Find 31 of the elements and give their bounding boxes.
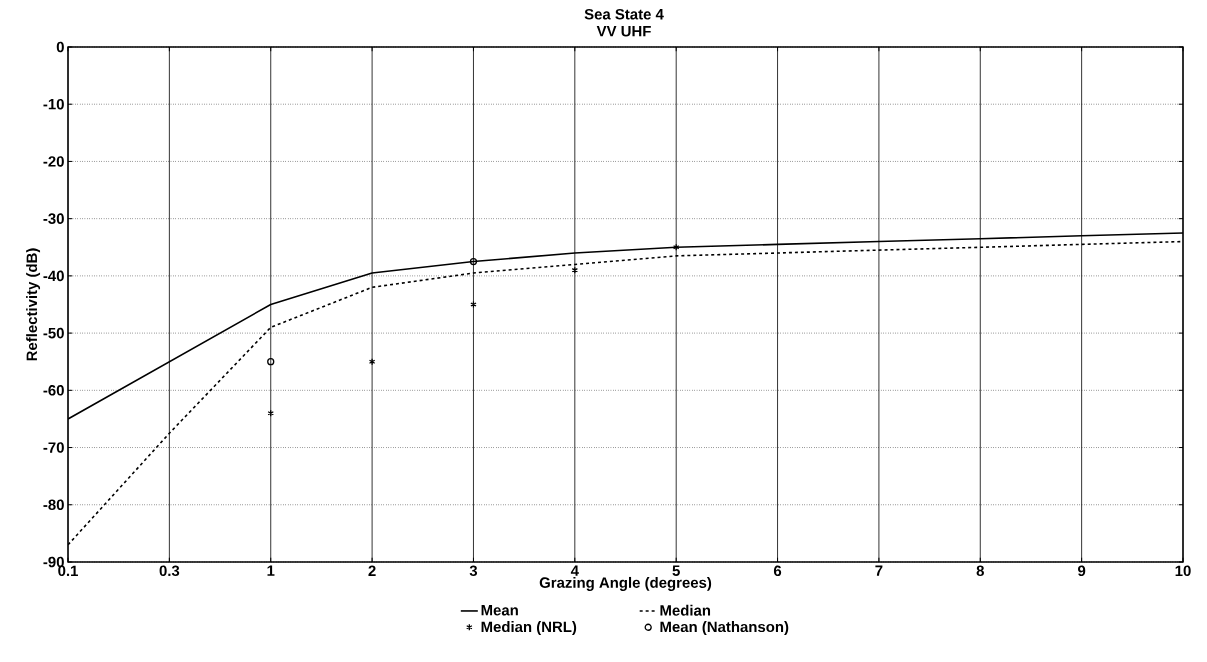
point: [368, 358, 376, 366]
y-tick-label: -50: [43, 327, 64, 339]
x-tick-label: 0.3: [159, 565, 180, 577]
y-tick-label: -10: [43, 98, 64, 110]
y-tick-label: -80: [43, 499, 64, 511]
y-tick-label: 0: [56, 41, 64, 53]
y-tick-label: -70: [43, 442, 64, 453]
legend-label: Median (NRL): [481, 621, 577, 636]
legend-label: Median: [660, 604, 711, 616]
point: [469, 257, 478, 266]
y-tick-label: -20: [43, 156, 64, 167]
x-tick-label: 6: [773, 565, 782, 577]
x-tick-label: 2: [368, 565, 376, 576]
y-axis-title: Reflectivity (dB): [26, 248, 41, 361]
x-tick-label: 7: [875, 565, 883, 576]
chart-subtitle: VV UHF: [596, 26, 651, 37]
legend-label: Mean: [481, 605, 518, 616]
x-axis-title: Grazing Angle (degrees): [539, 576, 712, 591]
legend-label: Mean (Nathanson): [660, 621, 789, 636]
x-tick-label: 5: [672, 565, 680, 576]
y-tick-label: -60: [43, 385, 64, 396]
y-tick-label: -30: [43, 213, 64, 224]
x-tick-label: 9: [1078, 565, 1086, 577]
y-tick-label: -40: [43, 270, 64, 282]
point: [267, 358, 275, 366]
x-tick-label: 1: [267, 565, 275, 576]
x-tick-label: 3: [469, 565, 478, 577]
x-tick-label: 8: [976, 565, 984, 577]
chart-title: Sea State 4: [584, 8, 664, 20]
x-tick-label: 4: [570, 565, 579, 576]
x-tick-label: 10: [1175, 565, 1191, 577]
